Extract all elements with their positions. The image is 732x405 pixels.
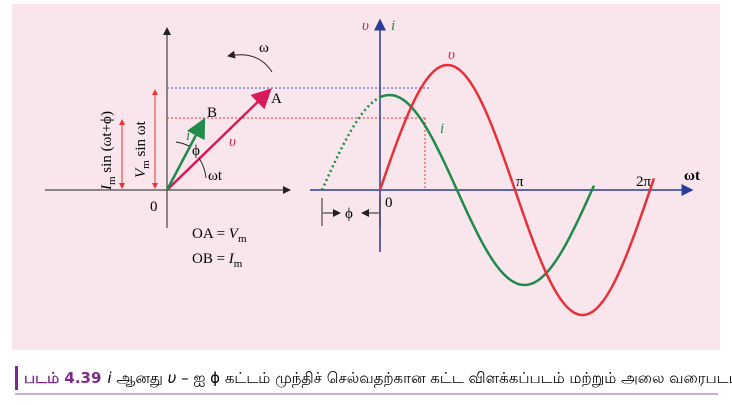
ob-equation: OB = Im: [192, 251, 243, 270]
oa-equation: OA = Vm: [192, 226, 247, 245]
origin-label: 0: [385, 195, 393, 211]
axis-current: i: [391, 18, 395, 34]
current-label: i: [186, 128, 190, 144]
origin-label: 0: [150, 199, 158, 215]
caption: படம் 4.39 i ஆனது υ – ஐ ϕ கட்டம் முந்திச் …: [24, 369, 732, 387]
x-axis-label: ωt: [684, 168, 700, 184]
point-a: A: [271, 91, 282, 107]
current-curve-label: i: [440, 121, 444, 137]
phase-label: ϕ: [345, 206, 353, 222]
point-b: B: [207, 105, 217, 121]
voltage-curve: [378, 63, 656, 317]
phase-label: ϕ: [192, 143, 200, 159]
voltage-projection: Vm sin ωt: [133, 120, 152, 178]
voltage-curve-label: υ: [448, 47, 455, 63]
axis-voltage: υ: [362, 18, 369, 34]
current-projection: Im sin (ωt+ϕ): [99, 111, 118, 191]
current-curve: [379, 93, 596, 287]
waveform: ϕ 0 π 2π ωt υ i υ i: [310, 18, 700, 317]
omega-label: ω: [259, 40, 269, 56]
panel: [12, 4, 720, 350]
two-pi-label: 2π: [636, 174, 652, 190]
pi-label: π: [516, 174, 524, 190]
phasor-diagram: ω A B i ϕ υ ωt 0 Im sin (ωt+ϕ) Vm sin ωt…: [45, 27, 430, 270]
angle-label: ωt: [208, 168, 223, 184]
voltage-label: υ: [229, 134, 236, 150]
caption-bar: [15, 366, 18, 390]
current-curve-lead: [320, 96, 381, 191]
